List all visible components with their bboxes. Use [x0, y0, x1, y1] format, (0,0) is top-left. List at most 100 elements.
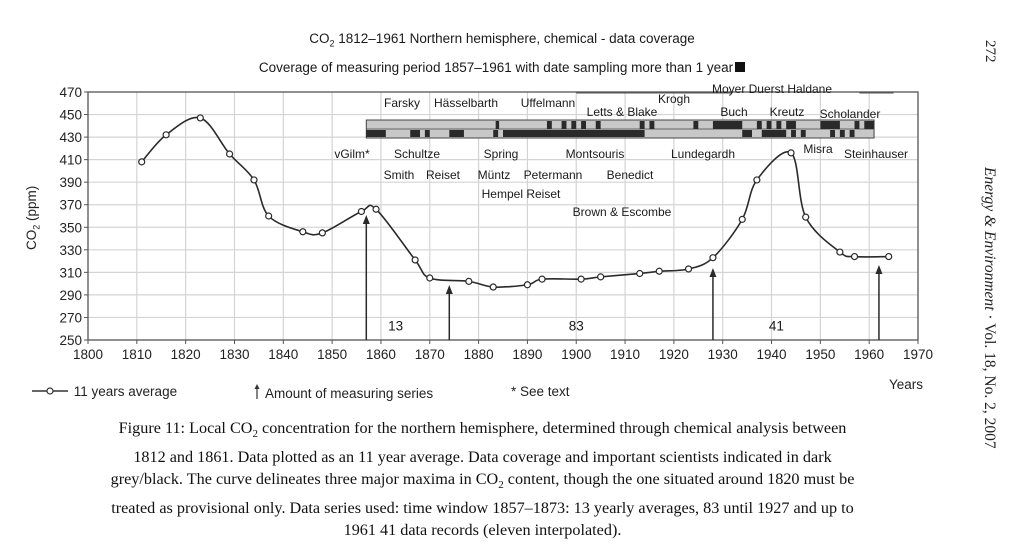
data-point: [411, 256, 419, 264]
scientist-label: Spring: [484, 147, 519, 161]
y-tick-label: 350: [59, 220, 82, 235]
x-tick-label: 1810: [122, 347, 152, 362]
data-point: [265, 212, 273, 220]
data-point: [196, 114, 204, 122]
scientist-label: Schultze: [394, 147, 440, 161]
y-tick-label: 330: [59, 243, 82, 258]
coverage-segment: [693, 121, 699, 129]
y-tick-label: 270: [59, 310, 82, 325]
x-tick-label: 1860: [366, 347, 396, 362]
x-tick-label: 1890: [512, 347, 542, 362]
co2-curve: [141, 116, 889, 288]
coverage-segment: [649, 121, 655, 129]
x-axis-label: Years: [889, 377, 924, 392]
y-tick-label: 430: [59, 130, 82, 145]
y-tick-label: 390: [59, 175, 82, 190]
scientist-label: Scholander: [820, 107, 881, 121]
data-point: [426, 274, 434, 282]
data-point: [138, 158, 146, 166]
coverage-segment: [756, 121, 762, 129]
data-point: [836, 248, 844, 256]
caption-line-1: Figure 11: Local CO2 concentration for t…: [10, 417, 955, 446]
coverage-segment: [776, 121, 782, 129]
arrow-up-icon: [445, 285, 453, 294]
arrow-up-icon: [875, 265, 883, 274]
plot-frame: [87, 91, 919, 341]
data-point: [577, 275, 585, 283]
y-tick-label: 250: [59, 333, 82, 348]
scientist-label: Brown & Escombe: [573, 205, 672, 219]
scientist-label: Misra: [803, 142, 833, 156]
title-sub: 2: [329, 38, 335, 49]
y-tick-label: 450: [59, 108, 82, 123]
x-tick-label: 1920: [659, 347, 689, 362]
data-point: [465, 277, 473, 285]
data-point: [850, 252, 859, 261]
series-count-label: 83: [569, 318, 584, 333]
subtitle-text: Coverage of measuring period 1857–1961 w…: [258, 60, 734, 75]
x-tick-label: 1930: [708, 347, 738, 362]
coverage-square-icon: [735, 62, 746, 72]
coverage-segment: [849, 130, 855, 137]
x-tick-label: 1820: [171, 347, 201, 362]
x-tick-label: 1870: [415, 347, 445, 362]
caption-line-2: 1812 and 1861. Data plotted as an 11 yea…: [133, 447, 832, 466]
x-tick-label: 1960: [854, 347, 884, 362]
coverage-segment: [571, 121, 577, 129]
scientist-label: Hempel Reiset: [482, 187, 561, 201]
title-rest: 1812–1961 Northern hemisphere, chemical …: [334, 31, 695, 46]
coverage-segment: [561, 121, 567, 129]
scientist-label: Lundegardh: [671, 147, 735, 161]
data-point: [787, 149, 795, 157]
journal-volume: Vol. 18, No. 2, 2007: [981, 323, 998, 449]
coverage-segment: [854, 121, 860, 129]
scientist-label: Uffelmann: [521, 96, 575, 110]
coverage-segment: [493, 130, 499, 137]
coverage-segment: [410, 130, 420, 137]
coverage-segment: [786, 121, 796, 129]
caption-3sub: 2: [498, 479, 504, 492]
x-tick-label: 1840: [268, 347, 298, 362]
data-point: [250, 176, 258, 184]
data-point: [225, 150, 234, 158]
scientist-label: Reiset: [426, 168, 461, 182]
data-point: [738, 215, 746, 223]
data-point: [299, 228, 307, 236]
coverage-segment: [546, 121, 552, 129]
coverage-segment: [742, 130, 752, 137]
data-point: [162, 131, 170, 139]
x-tick-label: 1970: [903, 347, 933, 362]
journal-separator: ·: [981, 310, 998, 324]
data-point: [489, 283, 497, 291]
arrow-up-icon: [709, 268, 717, 277]
coverage-segment: [503, 130, 645, 137]
scientist-label: Letts & Blake: [587, 105, 658, 119]
coverage-segment: [581, 121, 586, 129]
scientist-label: Krogh: [658, 92, 690, 106]
data-point: [655, 267, 663, 275]
arrow-up-icon: [254, 384, 260, 399]
coverage-segment: [495, 121, 500, 129]
scientist-label: Moyer Duerst Haldane: [712, 82, 832, 96]
data-point: [709, 254, 717, 262]
arrow-up-icon: [362, 215, 370, 224]
x-tick-label: 1830: [219, 347, 249, 362]
scientist-label: Benedict: [607, 168, 654, 182]
journal-name: Energy & Environment: [981, 167, 998, 311]
caption-1sub: 2: [252, 428, 258, 441]
page-number: 272: [982, 40, 998, 63]
caption-3b: content, though the one situated around …: [503, 470, 855, 489]
scientist-label: Steinhauser: [844, 147, 908, 161]
scientist-label: Smith: [384, 168, 415, 182]
coverage-segment: [820, 121, 840, 129]
coverage-segment: [766, 121, 772, 129]
coverage-segment: [761, 130, 787, 137]
caption-1a: Figure 11: Local CO: [118, 419, 253, 437]
x-tick-label: 1850: [317, 347, 347, 362]
caption-line-5: 1961 41 data records (eleven interpolate…: [343, 521, 622, 540]
journal-reference: Energy & Environment · Vol. 18, No. 2, 2…: [980, 167, 998, 449]
data-point: [802, 213, 810, 221]
x-tick-label: 1800: [73, 347, 103, 362]
scientist-label: Buch: [720, 105, 747, 119]
